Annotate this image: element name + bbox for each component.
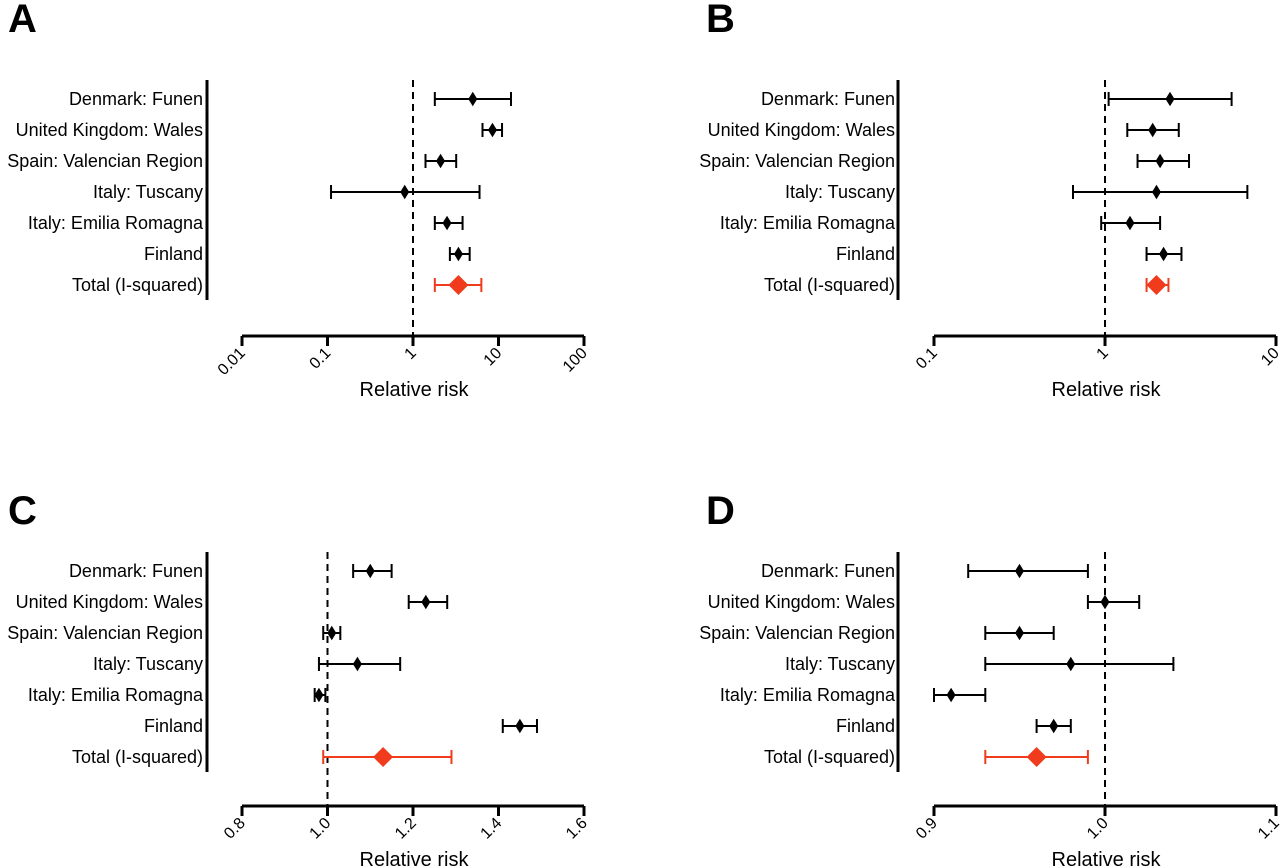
panel-D: D 0.9 1.0 1.1 Denmark: Funen United Kingdom:…	[699, 489, 1280, 843]
point-estimate-A	[487, 122, 497, 138]
category-label-C: Total (I-squared)	[72, 747, 203, 767]
x-axis-title-B: Relative risk	[1052, 379, 1162, 401]
category-label-B: Spain: Valencian Region	[699, 151, 895, 171]
point-estimate-D	[1015, 625, 1024, 641]
x-tick-label-C: 0.8	[221, 815, 249, 843]
panel-label-C: C	[8, 489, 37, 533]
x-tick-label-C: 1.2	[392, 815, 420, 843]
category-label-D: Italy: Tuscany	[785, 654, 895, 674]
point-estimate-D	[1100, 594, 1110, 610]
point-estimate-B	[1155, 153, 1165, 169]
point-estimate-B	[1125, 215, 1135, 231]
point-estimate-C	[327, 625, 337, 641]
pooled-estimate-diamond-A	[448, 275, 469, 295]
point-estimate-D	[1066, 656, 1076, 672]
category-label-D: Denmark: Funen	[761, 561, 895, 581]
category-label-B: Finland	[836, 244, 895, 264]
x-tick-label-C: 1.4	[478, 815, 506, 843]
category-label-C: Italy: Tuscany	[93, 654, 203, 674]
point-estimate-C	[515, 718, 525, 734]
point-estimate-A	[436, 153, 446, 169]
point-estimate-D	[1049, 718, 1059, 734]
category-label-B: Denmark: Funen	[761, 89, 895, 109]
x-tick-label-C: 1.6	[563, 815, 591, 843]
category-label-D: United Kingdom: Wales	[708, 592, 895, 612]
point-estimate-C	[352, 656, 362, 672]
point-estimate-C	[365, 563, 375, 579]
x-tick-label-C: 1.0	[307, 815, 335, 843]
x-axis-title-A: Relative risk	[360, 379, 470, 401]
pooled-estimate-diamond-D	[1026, 747, 1047, 767]
point-estimate-C	[314, 687, 324, 703]
x-tick-label-B: 10	[1258, 345, 1280, 370]
x-tick-label-D: 1.1	[1255, 815, 1280, 843]
category-label-B: Total (I-squared)	[764, 275, 895, 295]
pooled-estimate-diamond-C	[373, 747, 394, 767]
x-tick-label-D: 0.9	[913, 815, 941, 843]
panel-B: B 0.1 1 10 Denmark: Funen United Kingdom: Wa…	[699, 0, 1280, 373]
panel-label-D: D	[706, 489, 735, 533]
category-label-C: Italy: Emilia Romagna	[28, 685, 204, 705]
x-tick-label-A: 1	[402, 345, 420, 363]
category-label-B: United Kingdom: Wales	[708, 120, 895, 140]
point-estimate-C	[421, 594, 431, 610]
category-label-B: Italy: Emilia Romagna	[720, 213, 896, 233]
point-estimate-D	[1015, 563, 1024, 579]
category-label-D: Spain: Valencian Region	[699, 623, 895, 643]
category-label-A: United Kingdom: Wales	[16, 120, 203, 140]
x-tick-label-A: 10	[481, 345, 506, 370]
x-tick-label-B: 0.1	[913, 345, 941, 373]
panel-C: C 0.8 1.0 1.2 1.4 1.6 Denmark: Funen United Ki…	[7, 489, 591, 843]
category-label-A: Total (I-squared)	[72, 275, 203, 295]
category-label-C: Denmark: Funen	[69, 561, 203, 581]
category-label-B: Italy: Tuscany	[785, 182, 895, 202]
category-label-A: Denmark: Funen	[69, 89, 203, 109]
panel-label-B: B	[706, 0, 735, 41]
point-estimate-B	[1148, 122, 1158, 138]
pooled-estimate-diamond-B	[1146, 275, 1167, 295]
x-axis-title-D: Relative risk	[1052, 849, 1162, 868]
category-label-D: Total (I-squared)	[764, 747, 895, 767]
x-axis-title-C: Relative risk	[360, 849, 470, 868]
point-estimate-B	[1159, 246, 1169, 262]
point-estimate-B	[1165, 91, 1175, 107]
category-label-D: Italy: Emilia Romagna	[720, 685, 896, 705]
point-estimate-A	[400, 184, 410, 200]
category-label-C: Finland	[144, 716, 203, 736]
x-tick-label-B: 1	[1094, 345, 1112, 363]
category-label-A: Italy: Tuscany	[93, 182, 203, 202]
category-label-D: Finland	[836, 716, 895, 736]
point-estimate-B	[1151, 184, 1161, 200]
category-label-A: Spain: Valencian Region	[7, 151, 203, 171]
x-tick-label-A: 100	[560, 345, 591, 376]
category-label-A: Finland	[144, 244, 203, 264]
point-estimate-A	[453, 246, 463, 262]
point-estimate-A	[442, 215, 452, 231]
x-tick-label-A: 0.1	[307, 345, 335, 373]
x-tick-label-D: 1.0	[1084, 815, 1112, 843]
category-label-C: Spain: Valencian Region	[7, 623, 203, 643]
point-estimate-A	[468, 91, 478, 107]
category-label-C: United Kingdom: Wales	[16, 592, 203, 612]
x-tick-label-A: 0.01	[215, 345, 249, 379]
panel-label-A: A	[8, 0, 37, 41]
point-estimate-D	[946, 687, 956, 703]
category-label-A: Italy: Emilia Romagna	[28, 213, 204, 233]
panel-A: A 0.01 0.1 1 10 100 Denmark: Funen United King…	[7, 0, 591, 379]
